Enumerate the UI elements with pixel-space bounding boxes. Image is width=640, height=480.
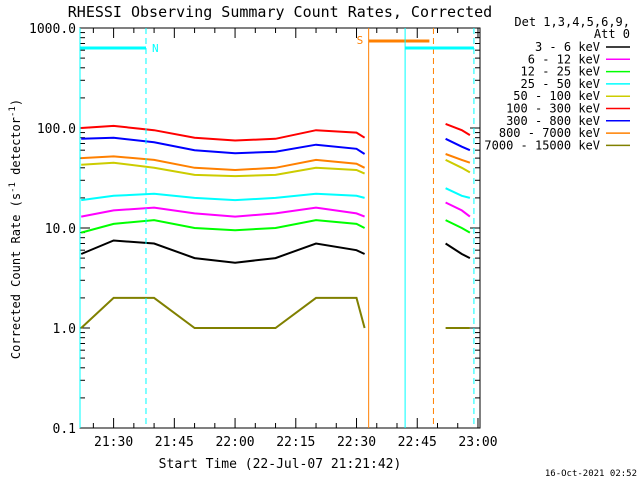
x-tick-label: 22:15: [276, 435, 315, 450]
y-label-mid: detector: [9, 117, 23, 182]
y-label-sup2: -1: [8, 106, 18, 117]
y-tick-label: 1.0: [53, 322, 76, 337]
series-line-6-12-kev: [81, 206, 365, 218]
series-line-3-6-kev-post: [445, 242, 471, 259]
y-label-end: ): [9, 99, 23, 106]
y-label-sup1: -1: [8, 182, 18, 193]
series-line-6-12-kev-post: [445, 201, 471, 218]
legend-label: 50 - 100 keV: [513, 89, 600, 103]
legend-label: 300 - 800 keV: [506, 114, 600, 128]
series-line-100-300-kev-post: [445, 122, 471, 136]
x-tick-label: 22:30: [337, 435, 376, 450]
legend-label: 3 - 6 keV: [535, 40, 600, 54]
timestamp-footer: 16-Oct-2021 02:52: [545, 469, 637, 479]
y-tick-label: 100.0: [37, 122, 76, 137]
y-label-main: Corrected Count Rate (s: [9, 193, 23, 359]
series-line-25-50-kev-post: [445, 187, 471, 199]
y-tick-label: 10.0: [45, 222, 76, 237]
x-tick-label: 22:45: [398, 435, 437, 450]
x-tick-label: 22:00: [215, 435, 254, 450]
x-tick-label: 21:30: [94, 435, 133, 450]
legend-label: 25 - 50 keV: [521, 77, 600, 91]
legend-title-line2: Att 0: [594, 27, 630, 41]
axis-ticks: 0.1 1.0 10.0 100.0 1000.0 21:30 21:45 22:00 22:1…: [29, 22, 498, 450]
legend-label: 7000 - 15000 keV: [484, 138, 600, 152]
series-line-100-300-kev: [81, 124, 366, 142]
chart-title: RHESSI Observing Summary Count Rates, Co…: [68, 3, 492, 21]
x-axis-label: Start Time (22-Jul-07 21:21:42): [159, 457, 402, 472]
y-axis-label: Corrected Count Rate (s-1 detector-1): [8, 99, 23, 359]
n-marker-label: N: [152, 42, 159, 55]
series-line-300-800-kev: [81, 136, 366, 155]
series-line-3-6-kev: [80, 239, 366, 264]
series-line-50-100-kev-post: [445, 159, 471, 174]
legend-label: 800 - 7000 keV: [499, 126, 600, 140]
series-line-800-7000-kev-post: [445, 153, 471, 164]
legend-label: 6 - 12 keV: [528, 52, 600, 66]
series-line-12-25-kev-post: [445, 219, 471, 234]
y-tick-label: 1000.0: [29, 22, 76, 37]
legend-label: 100 - 300 keV: [506, 102, 600, 116]
series-line-50-100-kev: [81, 161, 366, 178]
series-layer: [80, 122, 471, 329]
x-tick-label: 23:00: [458, 435, 497, 450]
legend-label: 12 - 25 keV: [521, 65, 600, 79]
s-marker-label: S: [357, 34, 364, 47]
series-line-7000-15000-kev: [80, 296, 366, 329]
series-line-800-7000-kev: [81, 155, 366, 172]
annotation-layer: NS: [79, 28, 475, 428]
series-line-25-50-kev: [81, 192, 365, 202]
x-tick-label: 21:45: [155, 435, 194, 450]
legend-title-line1: Det 1,3,4,5,6,9,: [514, 15, 630, 29]
series-line-300-800-kev-post: [445, 137, 471, 152]
y-tick-label: 0.1: [53, 422, 76, 437]
series-line-12-25-kev: [80, 219, 366, 234]
